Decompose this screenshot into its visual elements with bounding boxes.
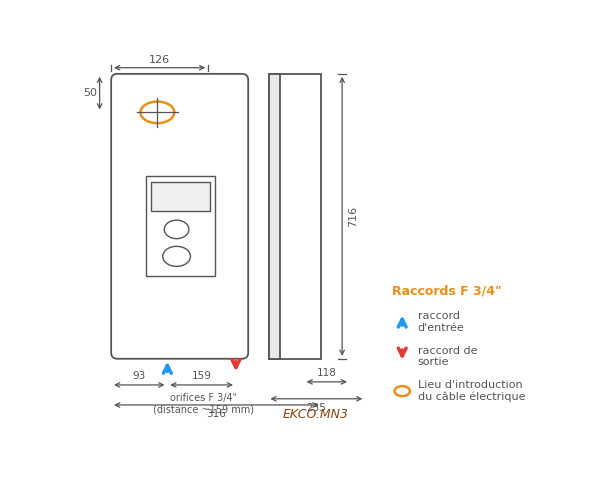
Text: 93: 93 (133, 371, 146, 381)
FancyBboxPatch shape (111, 74, 248, 359)
Bar (269, 74, 322, 359)
Ellipse shape (163, 246, 190, 266)
Text: 316: 316 (206, 409, 226, 419)
Bar (269, 74, 280, 359)
Text: EKCO.MN3: EKCO.MN3 (283, 408, 349, 420)
Text: Lieu d'introduction
du câble électrique: Lieu d'introduction du câble électrique (418, 380, 525, 402)
Text: 126: 126 (149, 54, 170, 64)
Text: 159: 159 (191, 371, 212, 381)
Text: 118: 118 (317, 368, 337, 378)
Ellipse shape (164, 220, 189, 238)
Text: 235: 235 (307, 402, 326, 412)
Text: raccord
d'entrée: raccord d'entrée (418, 311, 464, 332)
Ellipse shape (140, 102, 174, 123)
Bar (146, 176, 215, 276)
Ellipse shape (395, 386, 410, 396)
Bar (151, 182, 210, 211)
Text: 716: 716 (349, 206, 358, 227)
Text: raccord de
sortie: raccord de sortie (418, 346, 477, 367)
Text: orifices F 3/4"
(distance ~159 mm): orifices F 3/4" (distance ~159 mm) (153, 392, 254, 414)
Text: 50: 50 (83, 88, 97, 98)
Text: Raccords F 3/4": Raccords F 3/4" (392, 284, 502, 298)
